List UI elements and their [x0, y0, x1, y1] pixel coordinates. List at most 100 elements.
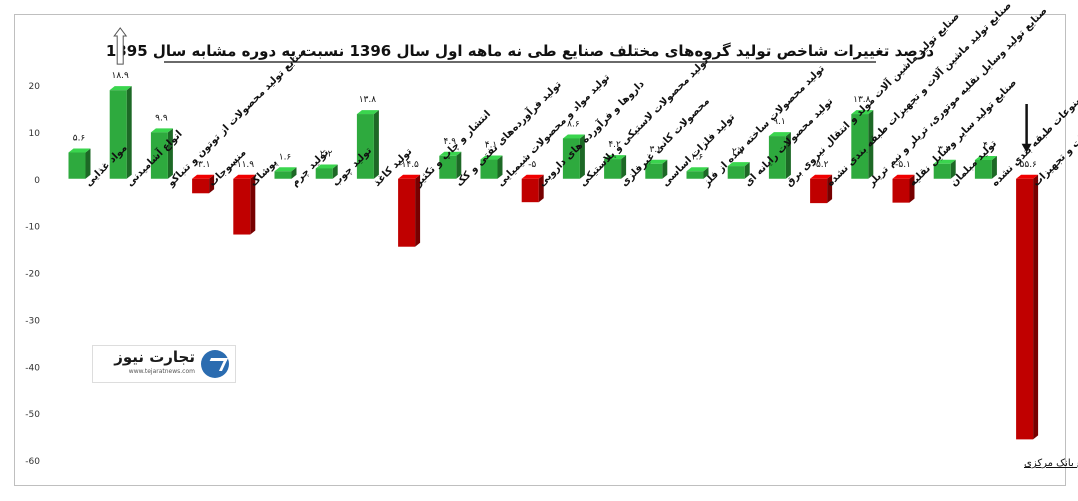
- chart-title: درصد تغییرات شاخص تولید گروه‌های مختلف ص…: [106, 42, 934, 60]
- y-tick-label: -10: [25, 223, 40, 233]
- bar: [810, 174, 833, 204]
- bar: [686, 167, 709, 179]
- bar-top: [562, 134, 585, 139]
- bar: [933, 159, 956, 179]
- bar: [1016, 174, 1039, 440]
- bar-top: [604, 155, 627, 160]
- bar-front: [1016, 178, 1034, 440]
- bar-front: [315, 168, 333, 179]
- value-label: ۵.۶: [73, 134, 86, 144]
- bar-top: [439, 151, 462, 156]
- value-label: ۸.۶: [567, 119, 580, 129]
- bar-side: [85, 148, 91, 179]
- bar-side: [126, 86, 132, 179]
- bar-top: [810, 174, 833, 179]
- value-label: -۱۴.۵: [398, 160, 419, 170]
- bar-side: [621, 155, 627, 179]
- logo-emblem-icon: [201, 350, 229, 378]
- bar-front: [645, 163, 663, 179]
- value-label: ۱۳.۸: [853, 95, 871, 105]
- value-label: ۲.۷: [732, 147, 745, 157]
- bar-side: [1033, 174, 1039, 440]
- bar-front: [810, 178, 828, 204]
- bar-front: [439, 155, 457, 179]
- value-label: ۴.۱: [485, 141, 498, 151]
- bar-front: [727, 166, 745, 179]
- value-label: ۲.۲: [320, 149, 333, 159]
- bar-top: [645, 159, 668, 164]
- bar-top: [398, 174, 421, 179]
- bar-top: [933, 159, 956, 164]
- bar-side: [827, 174, 833, 204]
- bar-front: [68, 152, 86, 179]
- bar: [892, 174, 915, 203]
- value-label: ۳.۲: [650, 145, 663, 155]
- bar-side: [538, 174, 544, 203]
- bar-front: [274, 171, 292, 179]
- y-tick-label: -50: [25, 410, 40, 420]
- y-tick-label: 10: [29, 129, 41, 139]
- bar-side: [662, 159, 668, 179]
- bar-front: [233, 178, 251, 235]
- bar-front: [933, 163, 951, 179]
- y-tick-label: -30: [25, 316, 40, 326]
- bar: [727, 162, 750, 179]
- bar: [439, 151, 462, 179]
- bar-top: [851, 110, 874, 115]
- bars-group: [68, 86, 1039, 440]
- bar-side: [415, 174, 421, 247]
- bar-front: [398, 178, 416, 247]
- value-label: -۵.۲: [813, 160, 829, 170]
- bar: [974, 156, 997, 179]
- bar-front: [892, 178, 910, 203]
- value-label: ۴: [983, 141, 988, 151]
- bar-top: [315, 164, 338, 169]
- value-label: ۴.۲: [608, 140, 621, 150]
- bar: [109, 86, 132, 179]
- bar: [192, 174, 215, 194]
- value-label: -۵: [528, 160, 536, 170]
- bar-front: [109, 90, 127, 179]
- bar-side: [291, 167, 297, 179]
- bar-top: [521, 174, 544, 179]
- arrows-group: [113, 27, 1032, 153]
- bar-side: [332, 164, 338, 179]
- bar-side: [579, 134, 585, 179]
- y-tick-label: 0: [34, 176, 40, 186]
- bar-side: [497, 155, 503, 179]
- bar-side: [209, 174, 215, 194]
- bar-front: [851, 114, 869, 179]
- bar-top: [192, 174, 215, 179]
- bar-front: [686, 171, 704, 179]
- bar-side: [868, 110, 874, 179]
- y-axis: 20 10 0 -10 -20 -30 -40 -50 -60: [25, 82, 40, 467]
- value-label: ۱.۶: [279, 152, 292, 162]
- bar-top: [974, 156, 997, 160]
- value-label: ۹.۱: [773, 117, 786, 127]
- bar-side: [250, 174, 256, 235]
- bar-top: [68, 148, 91, 153]
- bar-side: [950, 159, 956, 179]
- bar-front: [356, 114, 374, 179]
- value-label: -۱۱.۹: [233, 160, 254, 170]
- bar-top: [109, 86, 132, 91]
- bar-top: [274, 167, 297, 172]
- y-tick-label: -20: [25, 270, 40, 280]
- logo-name: تجارت نیوز: [114, 348, 195, 366]
- value-label: ۳.۲: [938, 145, 951, 155]
- y-tick-label: -40: [25, 363, 40, 373]
- value-labels-group: ۵.۶ ۱۸.۹ ۹.۹ -۳.۱ -۱۱.۹ ۱.۶ ۲.۲ ۱۳.۸ -۱۴.۵ ۴.۹ ۴.۱…: [73, 71, 1037, 170]
- bar: [604, 155, 627, 179]
- bar-top: [150, 128, 173, 133]
- bar-side: [167, 128, 173, 179]
- bar-side: [785, 132, 791, 179]
- bar: [645, 159, 668, 179]
- value-label: ۴.۹: [444, 137, 457, 147]
- bar: [315, 164, 338, 179]
- logo: تجارت نیوز www.tejaratnews.com: [92, 345, 236, 383]
- bar-top: [727, 162, 750, 167]
- bar-top: [686, 167, 709, 172]
- bar: [562, 134, 585, 179]
- bar-side: [373, 110, 379, 179]
